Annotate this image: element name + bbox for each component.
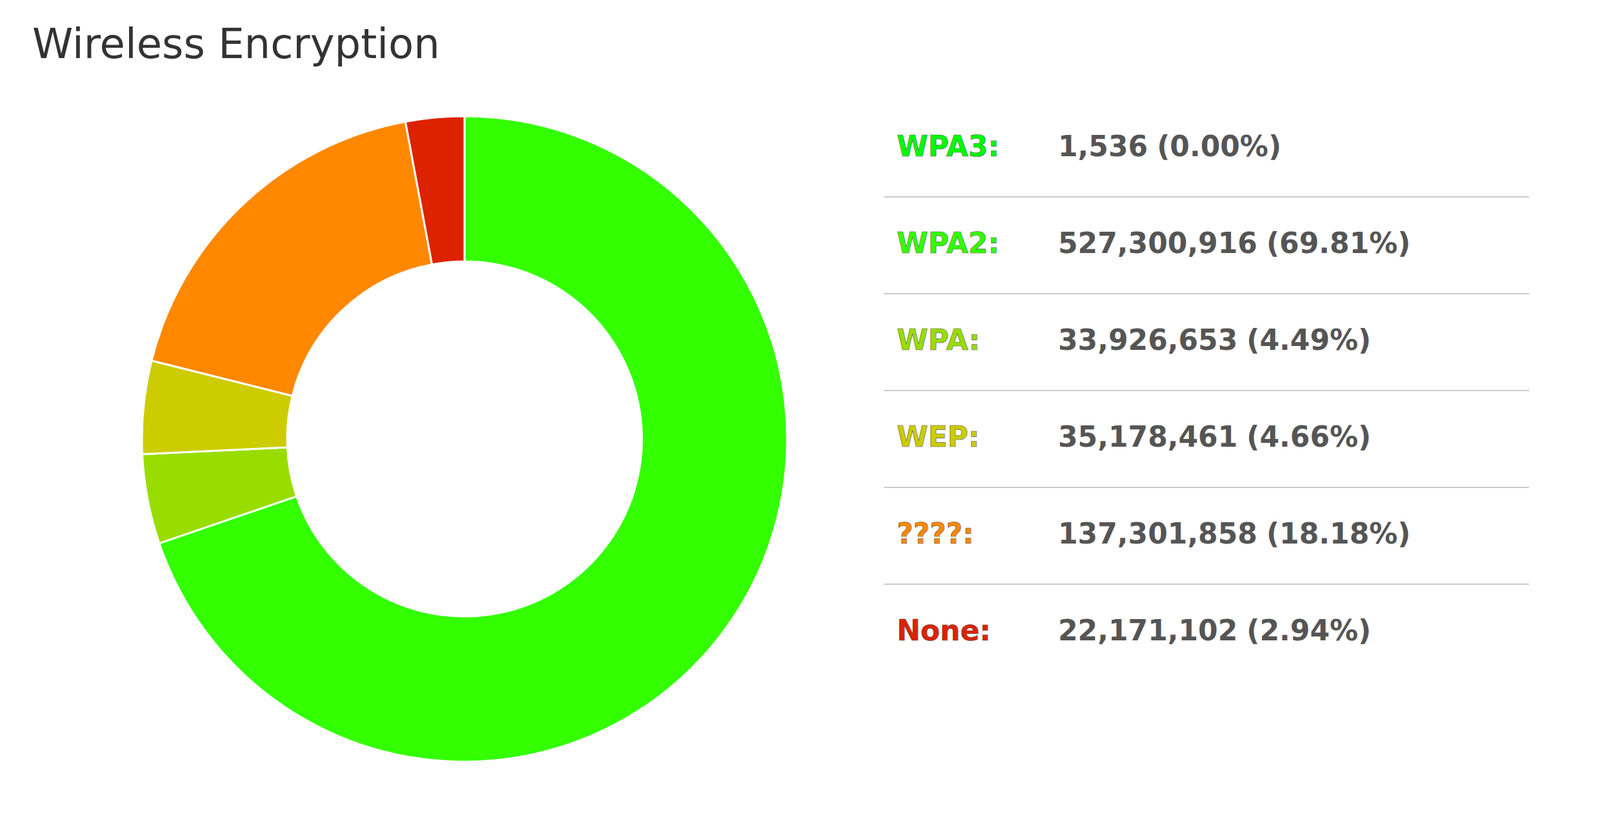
legend-key: WPA3: [896,129,1000,163]
donut [141,116,788,762]
separator [883,583,1530,585]
slice [142,447,297,544]
separator [883,292,1530,295]
legend-key: WEP: [896,420,980,453]
legend-key: None: [896,613,991,647]
legend-value: 1,536 [1058,129,1148,163]
title: Wireless Encryption [32,20,440,68]
separator [883,486,1530,488]
legend-value: 35,178,461 [1058,420,1238,453]
legend-share: (69.81%) [1266,226,1411,260]
legend-share: (18.18%) [1266,516,1411,550]
chart: Wireless Encryption WPA3: 1,536(0.00%) WPA2… [0,0,1600,814]
legend-key: ????: [896,516,975,550]
legend-value: 22,171,102 [1058,613,1238,647]
legend-value: 33,926,653 [1058,323,1238,357]
legend: WPA3: 1,536(0.00%) WPA2: 527,300,916(69.81%… [883,129,1530,647]
legend-share: (2.94%) [1246,613,1371,647]
legend-value: 527,300,916 [1058,226,1258,260]
legend-share: (0.00%) [1156,129,1282,163]
separator [883,389,1530,391]
legend-share: (4.66%) [1246,420,1371,453]
slice [151,121,433,396]
legend-key: WPA2: [896,226,1000,260]
separator [883,196,1530,198]
legend-value: 137,301,858 [1058,516,1258,550]
legend-key: WPA: [896,323,980,357]
slice [405,116,465,265]
legend-share: (4.49%) [1246,323,1371,357]
